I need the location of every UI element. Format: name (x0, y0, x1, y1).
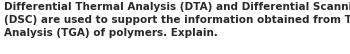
Text: Differential Thermal Analysis (DTA) and Differential Scanning Calorimetry
(DSC) : Differential Thermal Analysis (DTA) and … (4, 2, 350, 38)
